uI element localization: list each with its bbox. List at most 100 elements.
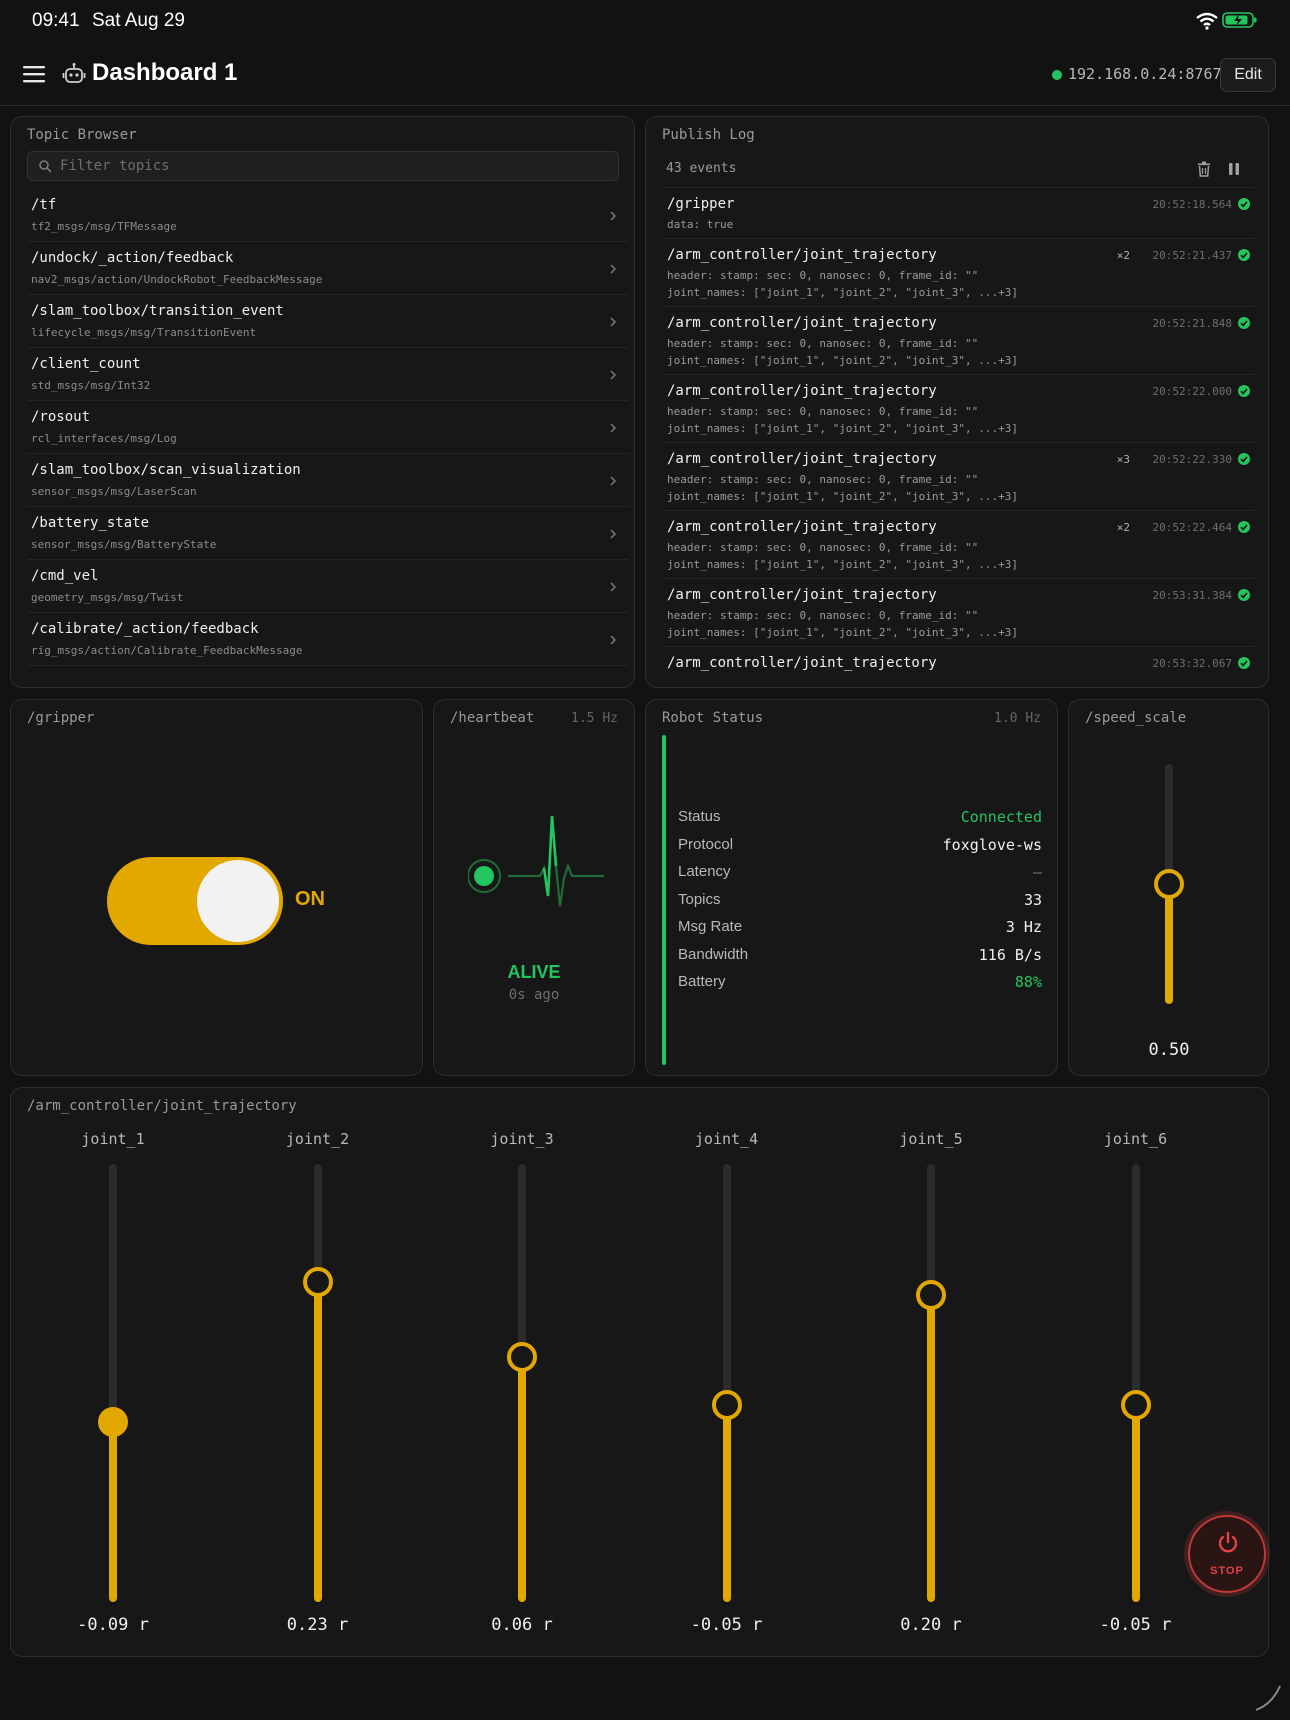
topic-row[interactable]: /tf tf2_msgs/msg/TFMessage (27, 189, 629, 242)
joint-slider-track[interactable] (109, 1164, 117, 1602)
log-repeat-count: ×2 (1116, 249, 1130, 262)
topic-row[interactable]: /client_count std_msgs/msg/Int32 (27, 348, 629, 401)
connection-address: 192.168.0.24:8767 (1068, 65, 1222, 83)
joint-slider-6: joint_6 -0.05 r (1034, 1088, 1238, 1656)
check-circle-icon (1238, 453, 1250, 465)
log-entry[interactable]: /arm_controller/joint_trajectory ×2 20:52:… (662, 510, 1254, 578)
log-entry[interactable]: /gripper 20:52:18.564 data: true (662, 187, 1254, 238)
heartbeat-panel: /heartbeat 1.5 Hz ALIVE 0s ago (433, 699, 635, 1076)
joint-slider-fill (1131, 1404, 1140, 1602)
emergency-stop-button[interactable]: STOP (1188, 1515, 1266, 1593)
log-timestamp: 20:52:21.848 (1152, 317, 1232, 330)
status-row: Status Connected (678, 808, 1042, 830)
status-label: Bandwidth (678, 945, 749, 963)
battery-charging-icon (1222, 12, 1257, 28)
event-count: 43 events (666, 161, 737, 176)
log-repeat-count: ×3 (1116, 453, 1130, 466)
log-topic: /arm_controller/joint_trajectory (667, 587, 937, 603)
status-label: Status (678, 808, 721, 825)
joint-name: joint_1 (81, 1130, 145, 1148)
topic-type: sensor_msgs/msg/BatteryState (31, 538, 217, 551)
trash-icon[interactable] (1197, 161, 1211, 177)
joint-slider-thumb[interactable] (507, 1341, 537, 1372)
panel-title: /gripper (27, 710, 95, 726)
joint-slider-thumb[interactable] (302, 1267, 333, 1298)
robot-icon (62, 63, 86, 83)
speed-value: 0.50 (1148, 1040, 1190, 1060)
joint-slider-fill (722, 1404, 731, 1602)
joint-slider-fill (927, 1295, 935, 1602)
log-payload-line: joint_names: ["joint_1", "joint_2", "joi… (667, 286, 1018, 299)
log-payload-line: joint_names: ["joint_1", "joint_2", "joi… (667, 354, 1018, 367)
joint-value: -0.09 r (77, 1615, 149, 1635)
log-payload-line: data: true (667, 218, 734, 231)
connection-status-dot (1052, 70, 1062, 80)
status-date: Sat Aug 29 (92, 10, 185, 31)
chevron-right-icon (610, 317, 617, 327)
status-time: 09:41 (32, 10, 80, 31)
log-timestamp: 20:52:21.437 (1152, 249, 1232, 262)
log-entry[interactable]: /arm_controller/joint_trajectory 20:52:21… (662, 306, 1254, 374)
log-topic: /arm_controller/joint_trajectory (667, 383, 937, 399)
log-entry[interactable]: /arm_controller/joint_trajectory ×3 20:52:… (662, 442, 1254, 510)
heartbeat-rate: 1.5 Hz (571, 711, 618, 726)
topic-type: lifecycle_msgs/msg/TransitionEvent (31, 326, 257, 339)
joint-slider-thumb[interactable] (916, 1280, 946, 1311)
joint-slider-thumb[interactable] (1120, 1389, 1151, 1420)
status-label: Msg Rate (678, 918, 743, 935)
panel-title: Topic Browser (27, 127, 137, 143)
topic-row[interactable]: /battery_state sensor_msgs/msg/BatterySta… (27, 507, 629, 560)
topic-row[interactable]: /slam_toolbox/scan_visualization sensor_m… (27, 454, 629, 507)
log-entry[interactable]: /arm_controller/joint_trajectory 20:52:22… (662, 374, 1254, 442)
gripper-toggle[interactable] (107, 857, 283, 945)
filter-topics-input[interactable] (60, 152, 610, 180)
pause-icon[interactable] (1228, 162, 1240, 176)
topic-type: std_msgs/msg/Int32 (31, 379, 151, 392)
topic-row[interactable]: /rosout rcl_interfaces/msg/Log (27, 401, 629, 454)
heartbeat-status: ALIVE (507, 962, 561, 982)
topic-row[interactable]: /slam_toolbox/transition_event lifecycle_… (27, 295, 629, 348)
menu-icon[interactable] (22, 64, 46, 84)
status-row: Topics 33 (678, 891, 1042, 913)
log-timestamp: 20:53:31.384 (1152, 589, 1232, 602)
log-entry[interactable]: /arm_controller/joint_trajectory 20:53:32… (662, 646, 1254, 687)
log-entry[interactable]: /arm_controller/joint_trajectory 20:53:31… (662, 578, 1254, 646)
topic-row[interactable]: /undock/_action/feedback nav2_msgs/action… (27, 242, 629, 295)
topic-name: /slam_toolbox/transition_event (31, 303, 284, 319)
check-circle-icon (1238, 198, 1250, 210)
joint-slider-thumb[interactable] (711, 1389, 742, 1420)
joint-name: joint_2 (285, 1130, 350, 1148)
heartbeat-last-seen: 0s ago (508, 987, 560, 1003)
log-payload-line: joint_names: ["joint_1", "joint_2", "joi… (667, 490, 1018, 503)
panel-title: Publish Log (662, 127, 755, 143)
log-entry[interactable]: /arm_controller/joint_trajectory ×2 20:52:… (662, 238, 1254, 306)
topic-row[interactable]: /cmd_vel geometry_msgs/msg/Twist (27, 560, 629, 613)
topic-name: /undock/_action/feedback (31, 250, 234, 266)
log-timestamp: 20:52:22.464 (1152, 521, 1232, 534)
topic-type: tf2_msgs/msg/TFMessage (31, 220, 177, 233)
joint-name: joint_5 (899, 1130, 963, 1148)
toggle-knob (197, 860, 279, 942)
check-circle-icon (1238, 589, 1250, 601)
status-value: 88% (1014, 973, 1042, 991)
joint-slider-track[interactable] (722, 1164, 731, 1602)
resize-handle-icon[interactable] (1252, 1682, 1282, 1712)
page-title: Dashboard 1 (92, 59, 238, 86)
log-timestamp: 20:52:18.564 (1152, 198, 1232, 211)
joint-name: joint_4 (694, 1130, 759, 1148)
topic-row[interactable]: /calibrate/_action/feedback rig_msgs/acti… (27, 613, 629, 666)
edit-button[interactable]: Edit (1220, 58, 1276, 92)
log-topic: /arm_controller/joint_trajectory (667, 519, 937, 535)
log-payload-line: joint_names: ["joint_1", "joint_2", "joi… (667, 626, 1018, 639)
log-topic: /arm_controller/joint_trajectory (667, 315, 937, 331)
joint-slider-track[interactable] (1131, 1164, 1140, 1602)
joint-slider-thumb[interactable] (98, 1407, 128, 1438)
joint-slider-3: joint_3 0.06 r (420, 1088, 624, 1656)
status-rate: 1.0 Hz (994, 711, 1041, 726)
joint-trajectory-panel: /arm_controller/joint_trajectory joint_1… (10, 1087, 1269, 1657)
log-payload-line: header: stamp: sec: 0, nanosec: 0, frame… (667, 609, 979, 622)
status-accent-bar (662, 735, 666, 1065)
log-timestamp: 20:53:32.067 (1152, 657, 1232, 670)
speed-slider-thumb[interactable] (1154, 869, 1184, 899)
panel-title: /heartbeat (450, 710, 535, 726)
